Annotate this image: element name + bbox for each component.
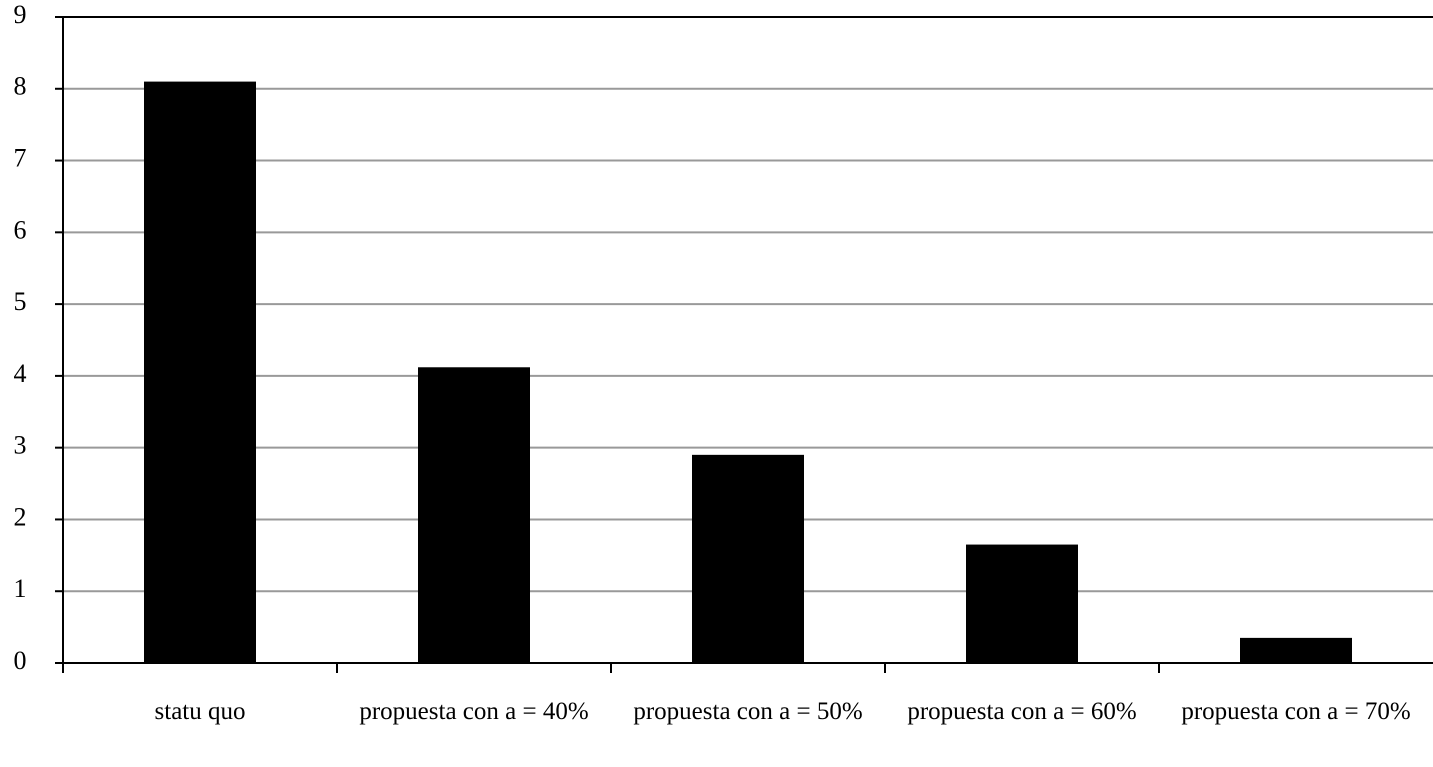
y-tick-label: 4 <box>14 359 27 388</box>
bar <box>966 544 1078 663</box>
bar <box>1240 637 1352 663</box>
x-tick-label: propuesta con a = 60% <box>907 698 1137 725</box>
y-tick-label: 9 <box>14 0 27 29</box>
x-tick-label: propuesta con a = 40% <box>359 698 589 725</box>
y-tick-label: 8 <box>14 72 27 101</box>
y-tick-label: 2 <box>14 502 27 531</box>
x-tick-label: propuesta con a = 50% <box>633 698 863 725</box>
y-tick-label: 7 <box>14 144 27 173</box>
y-tick-label: 6 <box>14 215 27 244</box>
bar <box>418 367 530 663</box>
y-tick-label: 3 <box>14 431 27 460</box>
x-tick-label: propuesta con a = 70% <box>1181 698 1411 725</box>
y-tick-label: 0 <box>14 646 27 675</box>
bar <box>692 454 804 663</box>
x-tick-label: statu quo <box>154 698 246 725</box>
y-tick-label: 1 <box>14 574 27 603</box>
bar <box>144 81 256 664</box>
y-tick-label: 5 <box>14 287 27 316</box>
